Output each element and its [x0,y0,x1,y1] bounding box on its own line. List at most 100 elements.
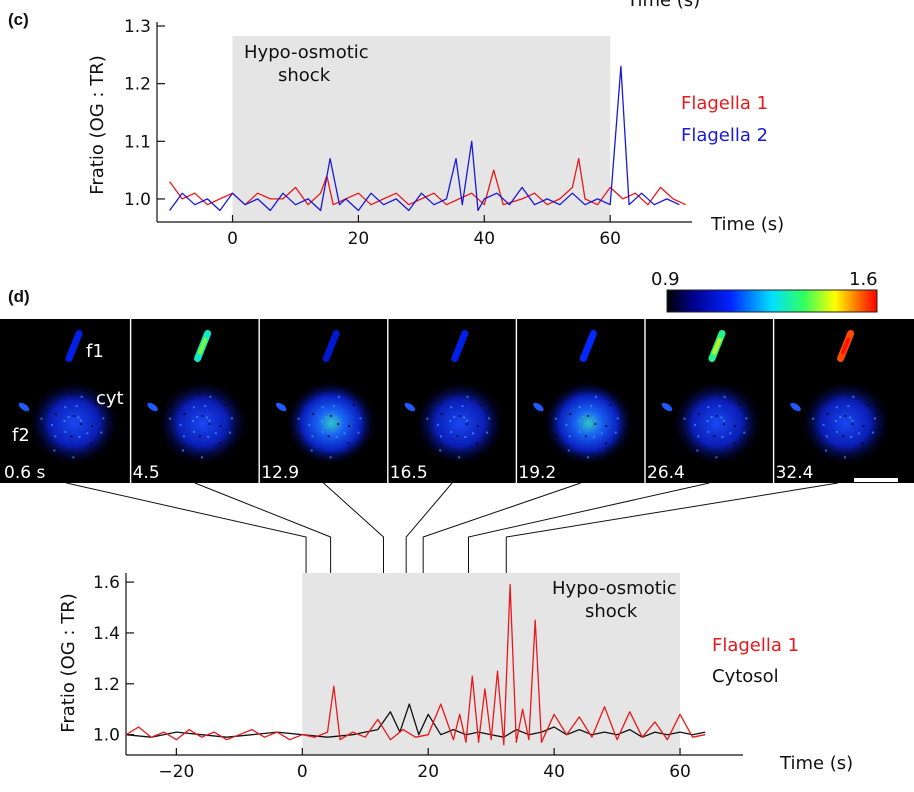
panel-d-x-tick-label: 20 [417,762,439,782]
cytosol-speckle [427,435,430,438]
cytosol-speckle [64,430,67,433]
cytosol-speckle [743,431,746,434]
cytosol-speckle [839,416,842,419]
panel-d-y-tick-label: 1.0 [93,726,120,746]
panel-d-y-axis-label: Fratio (OG : TR) [58,593,79,732]
colorbar [666,289,878,313]
cytosol-speckle [436,423,439,426]
panel-c-y-tick-label: 1.2 [124,75,151,95]
cytosol-speckle [297,417,300,420]
panel-d-series-flagella-1 [125,583,706,746]
cytosol-speckle [100,431,103,434]
cytosol-speckle [713,435,716,438]
cytosol-blob [543,381,634,465]
cytosol-speckle [63,420,66,422]
frame-time-label: 0.6 s [4,463,45,483]
cytosol-speckle [584,435,587,438]
panel-d-x-axis-label: Time (s) [779,753,853,774]
cytosol-speckle [53,449,56,452]
cytosol-speckle [733,425,736,427]
cytosol-speckle [616,417,619,420]
cytosol-speckle [683,417,686,420]
cytosol-speckle [554,417,557,420]
cytosol-speckle [862,425,865,427]
cytosol-speckle [332,405,335,408]
cytosol-blob [29,381,119,465]
cytosol-speckle [201,456,203,459]
cytosol-speckle [204,405,207,408]
cytosol-speckle [182,449,184,452]
cytosol-speckle [72,415,75,417]
cytosol-speckle [866,403,869,406]
cytosol-speckle [851,419,854,422]
cytosol-speckle [337,423,340,425]
panel-c-shade-label-2: shock [278,65,331,86]
image-frame: 32.4 [772,319,891,483]
cytosol-speckle [214,432,217,435]
panel-d-y-tick-label: 1.6 [93,573,120,593]
cytosol-speckle [614,431,617,434]
cytosol-speckle [466,395,469,398]
cytosol-speckle [72,456,75,459]
scale-bar [854,478,898,482]
cytosol-speckle [822,423,825,426]
cytosol-speckle [41,435,44,438]
cytosol-speckle [461,405,464,408]
cytosol-speckle [715,415,718,417]
frame-connector [405,482,453,573]
cytosol-speckle [64,406,67,409]
cytosol-speckle [311,435,314,438]
cytosol-speckle [458,456,461,459]
frame-time-label: 32.4 [776,463,814,483]
cytosol-speckle [359,417,362,420]
cytosol-speckle [486,431,489,434]
panel-d-x-tick-label: −20 [158,762,194,782]
cytosol-speckle [79,419,82,422]
cytosol-speckle [208,419,211,422]
cytosol-speckle [93,452,95,455]
cytosol-speckle [456,435,459,438]
cytosol-speckle [327,435,330,438]
cytosol-speckle [710,416,713,419]
cytosol-speckle [193,430,195,433]
cytosol-speckle [835,406,838,409]
frame-connector [194,482,332,573]
cytosol-speckle [208,423,211,425]
cytosol-speckle [481,403,483,406]
cytosol-speckle [836,430,838,433]
cytosol-speckle [556,435,559,438]
frame-connector [422,482,581,573]
cytosol-speckle [337,419,340,422]
flagellum-2-blob [18,402,30,412]
cytosol-speckle [334,416,337,419]
cytosol-speckle [733,442,736,445]
cytosol-blob [286,381,377,465]
cytosol-speckle [595,395,598,398]
flagellum-1-streak [579,329,597,363]
flagellum-1-hotspot [840,337,851,355]
cytosol-speckle [826,413,829,416]
cytosol-speckle [179,423,182,426]
cytosol-speckle [696,449,699,452]
panel-d-label: (d) [8,287,30,306]
cytosol-speckle [169,417,172,420]
cytosol-speckle [463,416,466,419]
panel-c-series-flagella-1 [169,157,686,206]
cytosol-speckle [847,405,850,408]
cytosol-speckle [476,442,479,445]
panel-d-legend-cytosol: Cytosol [712,666,779,687]
cytosol-speckle [426,417,429,420]
f2-annotation: f2 [12,425,30,446]
panel-d-legend-flagella-1: Flagella 1 [712,635,799,656]
cytosol-speckle [582,416,584,419]
cytosol-speckle [310,449,313,452]
panel-d-x-tick-label: 40 [543,762,565,782]
cytosol-speckle [458,415,461,417]
panel-d-shock-region [302,573,681,755]
panel-c-x-tick-label: 0 [227,229,238,249]
cyt-annotation: cyt [96,388,124,409]
cytosol-speckle [721,435,724,438]
cytosol-speckle [95,403,98,406]
cytosol-speckle [347,442,350,445]
